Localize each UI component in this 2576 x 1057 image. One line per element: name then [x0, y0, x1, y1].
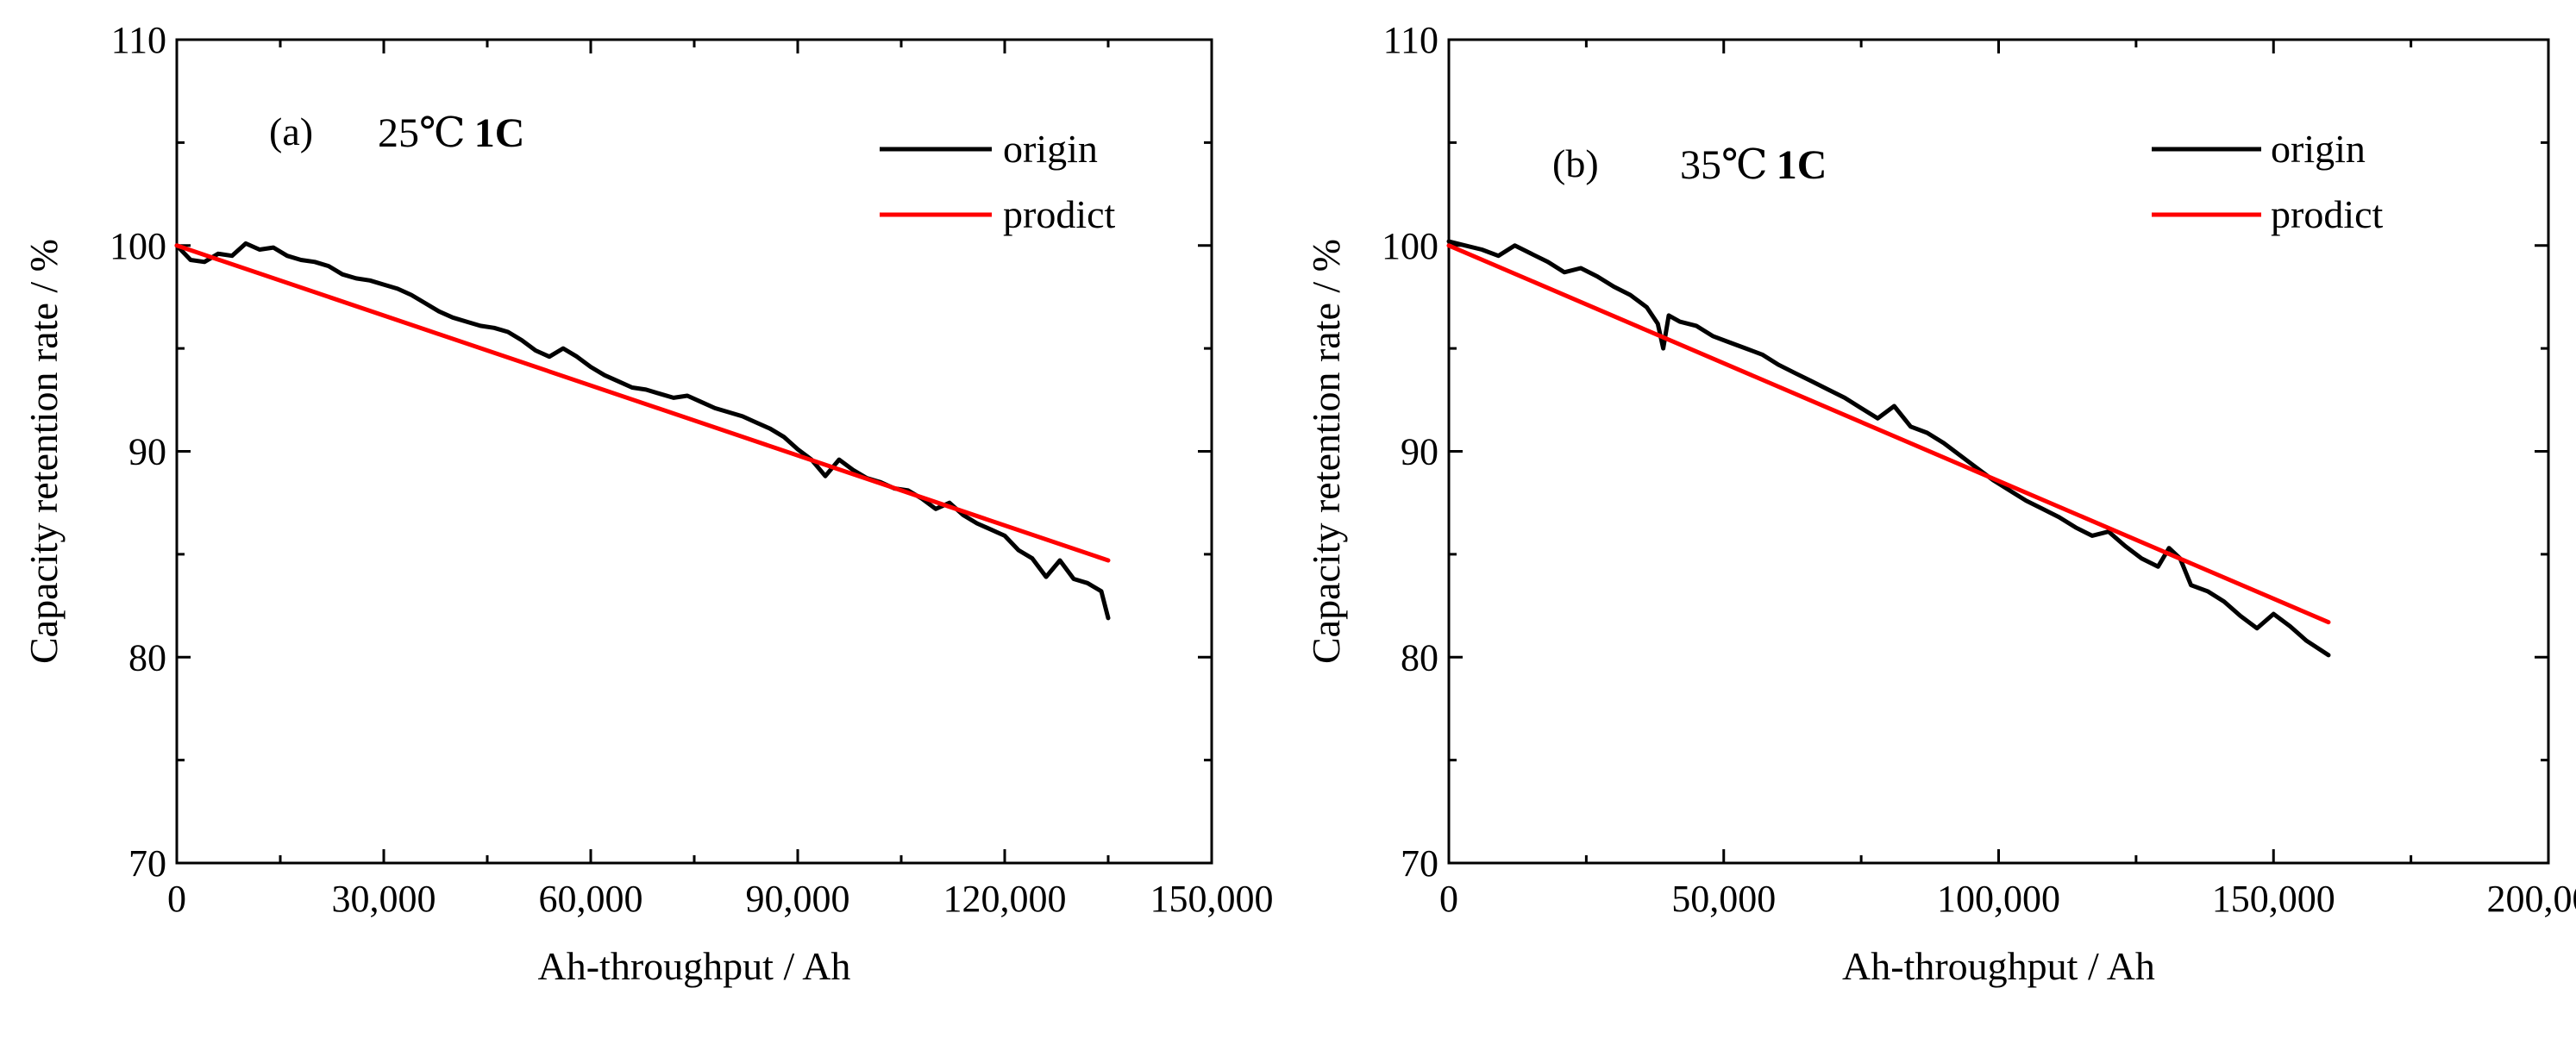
x-tick-label: 120,000: [943, 878, 1067, 920]
y-tick-labels: 70 80 90 100 110: [110, 19, 166, 885]
condition-rate: 1C: [1777, 142, 1827, 188]
chart-panel-a: 0 30,000 60,000 90,000 120,000 150,000 70 80 90…: [22, 19, 1274, 988]
y-tick-label: 90: [1401, 431, 1438, 473]
legend-predict-label: prodict: [1003, 192, 1116, 236]
legend-origin-label: origin: [1003, 127, 1098, 171]
y-tick-labels: 70 80 90 100 110: [1382, 19, 1438, 885]
y-tick-label: 80: [1401, 636, 1438, 679]
x-tick-label: 90,000: [746, 878, 850, 920]
series-line-predict: [174, 243, 1111, 563]
y-tick-label: 90: [128, 431, 166, 473]
x-tick-label: 200,000: [2487, 878, 2576, 920]
x-tick-label: 60,000: [539, 878, 643, 920]
legend-predict-label: prodict: [2271, 192, 2384, 236]
x-tick-labels: 0 30,000 60,000 90,000 120,000 150,000: [167, 878, 1274, 920]
x-axis-title: Ah-throughput / Ah: [538, 944, 851, 988]
condition-label: 25℃ 1C: [378, 110, 524, 156]
y-axis-title: Capacity retention rate / %: [1304, 239, 1348, 664]
condition-rate: 1C: [474, 110, 525, 156]
y-tick-label: 100: [110, 225, 166, 267]
condition-temperature: 35℃: [1680, 142, 1768, 188]
x-tick-label: 0: [1439, 878, 1458, 920]
y-tick-label: 100: [1382, 225, 1438, 267]
series-lines: [174, 241, 1111, 621]
chart-panel-b: 0 50,000 100,000 150,000 200,000 70 80 90 100 11…: [1304, 19, 2576, 988]
legend: origin prodict: [2152, 127, 2384, 236]
x-tick-label: 150,000: [1150, 878, 1274, 920]
y-tick-label: 110: [1383, 19, 1438, 61]
condition-label: 35℃ 1C: [1680, 142, 1827, 188]
legend: origin prodict: [880, 127, 1116, 236]
x-tick-label: 0: [167, 878, 186, 920]
series-lines: [1446, 239, 2331, 658]
condition-temperature: 25℃: [378, 110, 466, 156]
legend-origin-label: origin: [2271, 127, 2366, 171]
x-tick-label: 150,000: [2212, 878, 2335, 920]
y-tick-label: 110: [111, 19, 166, 61]
x-tick-labels: 0 50,000 100,000 150,000 200,000: [1439, 878, 2576, 920]
panel-label: (a): [269, 109, 313, 153]
panel-label: (b): [1552, 141, 1599, 185]
x-axis-title: Ah-throughput / Ah: [1842, 944, 2155, 988]
x-tick-label: 50,000: [1671, 878, 1776, 920]
y-tick-label: 70: [128, 842, 166, 885]
y-tick-label: 80: [128, 636, 166, 679]
series-line-predict: [1446, 243, 2331, 625]
y-axis-title: Capacity retention rate / %: [22, 239, 66, 664]
x-tick-label: 100,000: [1937, 878, 2060, 920]
axis-ticks: [175, 38, 1213, 865]
y-tick-label: 70: [1401, 842, 1438, 885]
x-tick-label: 30,000: [332, 878, 436, 920]
